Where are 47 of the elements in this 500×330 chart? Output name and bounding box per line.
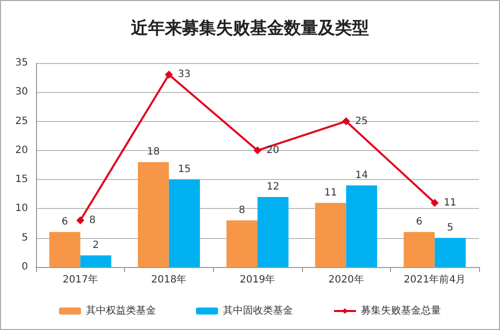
data-label: 25 bbox=[355, 116, 368, 127]
y-tick-label: 25 bbox=[15, 116, 28, 127]
data-label: 8 bbox=[89, 214, 96, 226]
y-tick-label: 30 bbox=[15, 86, 28, 98]
y-tick-label: 15 bbox=[15, 174, 28, 186]
legend-label: 其中固收类基金 bbox=[223, 304, 293, 316]
x-tick-label: 2018年 bbox=[151, 274, 187, 286]
bar bbox=[80, 255, 112, 267]
x-tick-label: 2021年前4月 bbox=[404, 274, 466, 286]
data-label: 15 bbox=[178, 164, 191, 176]
bar bbox=[138, 162, 169, 267]
data-label: 11 bbox=[444, 197, 456, 208]
bar bbox=[404, 232, 435, 267]
data-label: 5 bbox=[447, 222, 454, 234]
data-label: 8 bbox=[238, 204, 246, 216]
x-tick-label: 2019年 bbox=[240, 274, 276, 286]
point bbox=[76, 216, 84, 224]
data-label: 12 bbox=[266, 182, 280, 193]
point bbox=[342, 117, 350, 126]
data-label: 6 bbox=[416, 216, 422, 228]
data-label: 33 bbox=[178, 69, 191, 80]
legend-label: 募集失败基金总量 bbox=[361, 304, 441, 316]
y-tick-label: 35 bbox=[15, 58, 28, 68]
bar bbox=[346, 185, 378, 267]
bar bbox=[258, 197, 289, 267]
data-label: 6 bbox=[62, 216, 68, 228]
x-tick-label: 2020年 bbox=[328, 274, 364, 286]
bar bbox=[49, 232, 80, 267]
data-label: 2 bbox=[92, 240, 99, 251]
point bbox=[254, 146, 262, 154]
y-tick-label: 10 bbox=[15, 203, 28, 214]
y-tick-label: 20 bbox=[15, 144, 28, 156]
y-tick-label: 0 bbox=[22, 262, 28, 272]
data-label: 18 bbox=[147, 146, 160, 158]
bar bbox=[168, 180, 200, 267]
bar bbox=[226, 220, 258, 267]
data-label: 14 bbox=[355, 170, 368, 181]
legend-label: 其中权益类基金 bbox=[86, 304, 156, 316]
y-tick-label: 5 bbox=[22, 232, 28, 244]
data-label: 11 bbox=[324, 187, 337, 198]
chart-title: 近年来募集失败基金数量及类型 bbox=[130, 18, 369, 38]
bar bbox=[434, 238, 466, 267]
point bbox=[164, 70, 173, 79]
point bbox=[430, 198, 439, 207]
data-label: 20 bbox=[266, 144, 280, 156]
bar bbox=[315, 202, 346, 267]
x-tick-label: 2017年 bbox=[62, 274, 98, 286]
